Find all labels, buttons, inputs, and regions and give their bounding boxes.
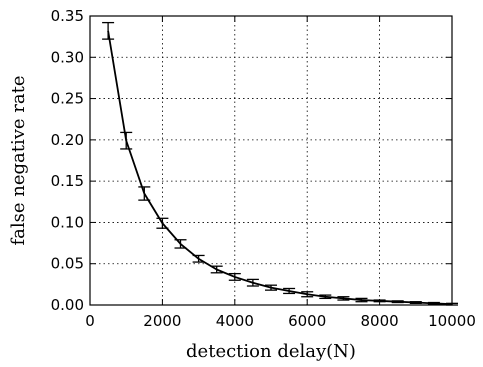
x-tick-label: 10000 <box>428 312 476 330</box>
y-axis-title: false negative rate <box>8 75 29 245</box>
error-bar <box>120 132 132 149</box>
error-bar <box>138 187 150 200</box>
y-tick-label: 0.25 <box>51 90 84 108</box>
x-tick-label: 4000 <box>216 312 254 330</box>
series-line <box>108 31 452 304</box>
y-tick-label: 0.00 <box>51 296 84 314</box>
tick-labels: 0 2000 4000 6000 8000 10000 0.00 0.05 0.10 0.15 0.… <box>51 7 476 330</box>
x-tick-label: 8000 <box>361 312 399 330</box>
x-tick-label: 0 <box>85 312 95 330</box>
data-series <box>102 23 458 305</box>
x-axis-title: detection delay(N) <box>186 341 356 362</box>
grid <box>90 16 452 305</box>
error-bar <box>247 279 259 286</box>
y-tick-label: 0.35 <box>51 7 84 25</box>
axis-ticks <box>90 16 452 305</box>
y-tick-label: 0.10 <box>51 213 84 231</box>
x-tick-label: 6000 <box>288 312 326 330</box>
y-tick-label: 0.20 <box>51 131 84 149</box>
y-tick-label: 0.05 <box>51 255 84 273</box>
y-tick-label: 0.30 <box>51 48 84 66</box>
plot-frame <box>90 16 452 305</box>
x-tick-label: 2000 <box>143 312 181 330</box>
y-tick-label: 0.15 <box>51 172 84 190</box>
error-bar <box>102 23 114 40</box>
